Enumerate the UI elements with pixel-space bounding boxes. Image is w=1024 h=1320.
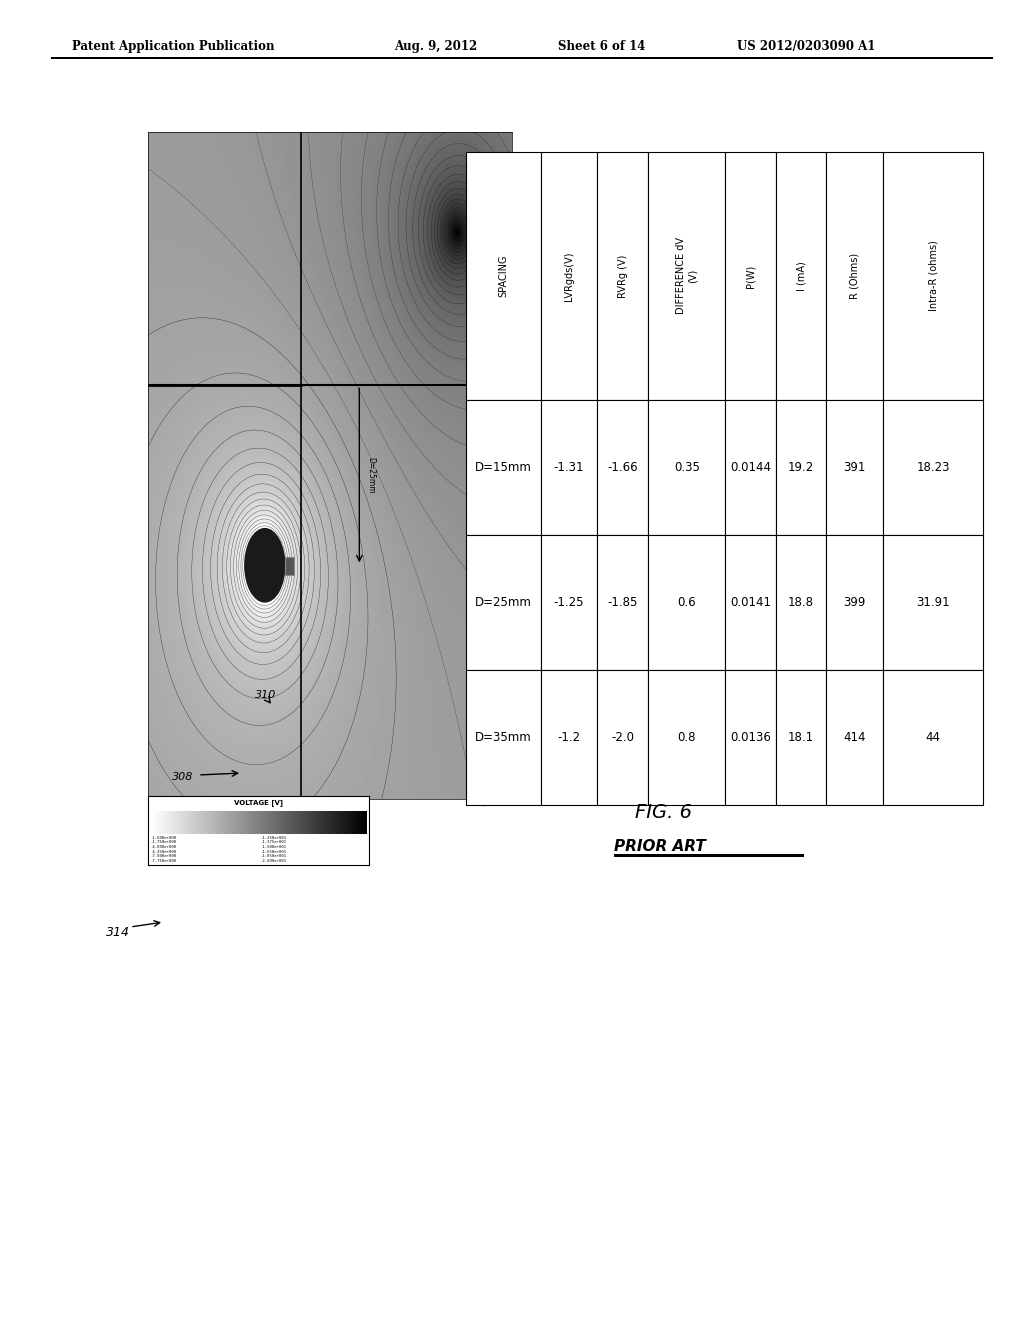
Text: -1.66: -1.66 [607, 461, 638, 474]
Bar [826, 535, 884, 671]
Bar [466, 152, 541, 400]
Text: 315: 315 [490, 780, 514, 793]
Text: R (Ohms): R (Ohms) [850, 253, 860, 300]
Text: PRIOR ART: PRIOR ART [614, 840, 707, 854]
Text: 414: 414 [844, 731, 866, 744]
Text: 0.0144: 0.0144 [730, 461, 771, 474]
Text: 308: 308 [172, 772, 194, 781]
Text: 399: 399 [844, 597, 866, 609]
Bar [597, 152, 648, 400]
Text: -1.31: -1.31 [554, 461, 584, 474]
Bar [725, 535, 775, 671]
Text: Aug. 9, 2012: Aug. 9, 2012 [394, 40, 477, 53]
Bar [597, 535, 648, 671]
Text: 18.23: 18.23 [916, 461, 950, 474]
Text: Patent Application Publication: Patent Application Publication [72, 40, 274, 53]
Text: 19.2: 19.2 [787, 461, 814, 474]
Text: RVRg (V): RVRg (V) [617, 255, 628, 297]
Text: 314: 314 [106, 925, 130, 939]
Text: 310: 310 [255, 690, 276, 700]
Text: VOLTAGE [V]: VOLTAGE [V] [234, 800, 283, 807]
Bar [541, 671, 597, 805]
Bar [597, 671, 648, 805]
Bar [597, 400, 648, 535]
Text: -1.250e+001
-1.375e+001
-1.500e+001
-1.650e+001
-1.850e+001
-2.000e+001: -1.250e+001 -1.375e+001 -1.500e+001 -1.6… [261, 836, 287, 863]
Text: I (mA): I (mA) [796, 261, 806, 290]
Bar [884, 152, 983, 400]
Bar [775, 152, 826, 400]
Bar [884, 671, 983, 805]
Text: -1.000e+000
-1.750e+000
-4.000e+000
-4.250e+000
-7.500e+000
-7.750e+000: -1.000e+000 -1.750e+000 -4.000e+000 -4.2… [151, 836, 177, 863]
Text: SPACING: SPACING [499, 255, 508, 297]
Bar [541, 400, 597, 535]
Text: P(W): P(W) [745, 264, 756, 288]
Text: D=15mm: D=15mm [475, 461, 531, 474]
Bar [775, 400, 826, 535]
Text: Sheet 6 of 14: Sheet 6 of 14 [558, 40, 645, 53]
Bar [648, 152, 725, 400]
Text: D=35mm: D=35mm [475, 731, 531, 744]
Text: US 2012/0203090 A1: US 2012/0203090 A1 [737, 40, 876, 53]
Circle shape [245, 528, 285, 602]
Bar [775, 671, 826, 805]
Bar [541, 152, 597, 400]
Bar [725, 671, 775, 805]
Text: 0.0136: 0.0136 [730, 731, 771, 744]
Text: Intra-R (ohms): Intra-R (ohms) [928, 240, 938, 312]
Bar [648, 400, 725, 535]
Text: DIFFERENCE dV
(V): DIFFERENCE dV (V) [676, 238, 697, 314]
Bar [648, 535, 725, 671]
Text: 0.0141: 0.0141 [730, 597, 771, 609]
Bar [884, 535, 983, 671]
Text: D=25mm: D=25mm [367, 457, 376, 494]
Text: 391: 391 [844, 461, 866, 474]
Text: LVRgds(V): LVRgds(V) [564, 251, 573, 301]
Bar [466, 535, 541, 671]
Text: 18.8: 18.8 [788, 597, 814, 609]
Text: 0.35: 0.35 [674, 461, 699, 474]
Bar [725, 152, 775, 400]
Bar [826, 400, 884, 535]
Bar [826, 152, 884, 400]
Text: 18.1: 18.1 [787, 731, 814, 744]
Bar [541, 535, 597, 671]
Text: -2.0: -2.0 [611, 731, 634, 744]
Text: -1.2: -1.2 [557, 731, 581, 744]
Bar [725, 400, 775, 535]
Text: 31.91: 31.91 [916, 597, 950, 609]
Bar [648, 671, 725, 805]
Bar [466, 671, 541, 805]
Text: D=25mm: D=25mm [475, 597, 531, 609]
Text: -1.85: -1.85 [607, 597, 638, 609]
Bar [884, 400, 983, 535]
Bar [285, 557, 294, 576]
Text: -1.25: -1.25 [554, 597, 584, 609]
Text: FIG. 6: FIG. 6 [635, 804, 692, 822]
Bar [826, 671, 884, 805]
Bar [775, 535, 826, 671]
Text: 0.8: 0.8 [678, 731, 696, 744]
Text: 44: 44 [926, 731, 941, 744]
Bar [466, 400, 541, 535]
Text: 0.6: 0.6 [678, 597, 696, 609]
